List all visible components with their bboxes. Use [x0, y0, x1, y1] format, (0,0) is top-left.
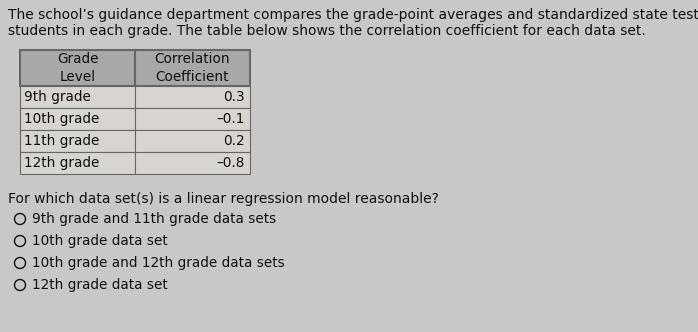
Text: 11th grade: 11th grade — [24, 134, 99, 148]
Text: 9th grade: 9th grade — [24, 90, 91, 104]
Text: 10th grade and 12th grade data sets: 10th grade and 12th grade data sets — [31, 256, 284, 270]
Bar — [135, 108, 250, 130]
Bar — [135, 86, 250, 108]
Text: students in each grade. The table below shows the correlation coefficient for ea: students in each grade. The table below … — [8, 24, 646, 38]
Text: 12th grade: 12th grade — [24, 156, 99, 170]
Bar — [20, 108, 135, 130]
Bar — [20, 50, 135, 86]
Text: 9th grade and 11th grade data sets: 9th grade and 11th grade data sets — [31, 212, 276, 226]
Bar — [20, 130, 135, 152]
Bar — [135, 152, 250, 174]
Bar — [135, 130, 250, 152]
Text: 12th grade data set: 12th grade data set — [31, 278, 168, 292]
Text: Correlation
Coefficient: Correlation Coefficient — [155, 52, 230, 84]
Text: The school’s guidance department compares the grade-point averages and standardi: The school’s guidance department compare… — [8, 8, 698, 22]
Text: 0.2: 0.2 — [223, 134, 245, 148]
Text: –0.8: –0.8 — [216, 156, 245, 170]
Text: Grade
Level: Grade Level — [57, 52, 98, 84]
Bar — [20, 152, 135, 174]
Text: 0.3: 0.3 — [223, 90, 245, 104]
Bar — [20, 86, 135, 108]
Text: –0.1: –0.1 — [216, 112, 245, 126]
Bar — [135, 50, 250, 86]
Text: 10th grade: 10th grade — [24, 112, 99, 126]
Text: For which data set(s) is a linear regression model reasonable?: For which data set(s) is a linear regres… — [8, 192, 439, 206]
Text: 10th grade data set: 10th grade data set — [31, 234, 168, 248]
